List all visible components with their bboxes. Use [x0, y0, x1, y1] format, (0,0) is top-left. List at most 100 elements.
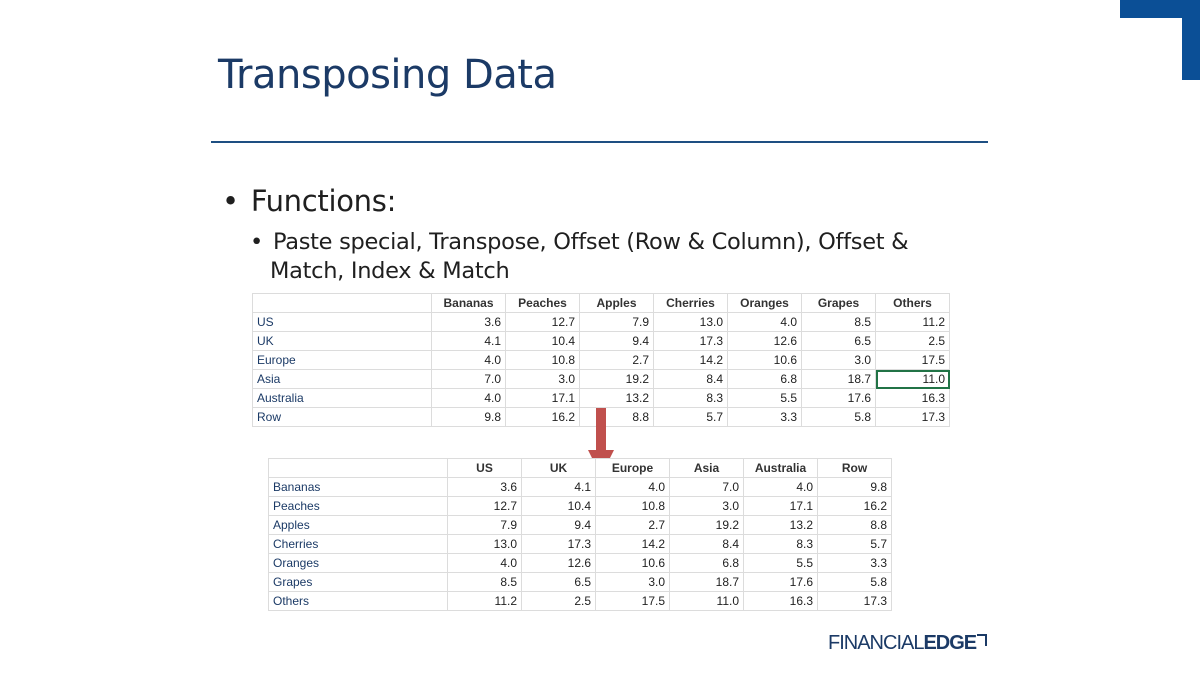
value-cell[interactable]: 13.2: [743, 515, 818, 535]
row-label-cell[interactable]: US: [252, 312, 432, 332]
value-cell[interactable]: 9.4: [579, 331, 654, 351]
row-label-cell[interactable]: Cherries: [268, 534, 448, 554]
value-cell[interactable]: 8.5: [801, 312, 876, 332]
value-cell[interactable]: 4.0: [431, 350, 506, 370]
value-cell[interactable]: 3.6: [431, 312, 506, 332]
value-cell[interactable]: 13.0: [447, 534, 522, 554]
value-cell[interactable]: 5.5: [727, 388, 802, 408]
value-cell[interactable]: 19.2: [669, 515, 744, 535]
value-cell[interactable]: 8.3: [743, 534, 818, 554]
row-label-cell[interactable]: Oranges: [268, 553, 448, 573]
value-cell[interactable]: 3.0: [595, 572, 670, 592]
column-header[interactable]: Oranges: [727, 293, 802, 313]
column-header[interactable]: Row: [817, 458, 892, 478]
value-cell[interactable]: 17.1: [505, 388, 580, 408]
value-cell[interactable]: 10.4: [505, 331, 580, 351]
value-cell[interactable]: 10.6: [595, 553, 670, 573]
value-cell[interactable]: 11.0: [875, 369, 950, 389]
column-header[interactable]: [268, 458, 448, 478]
value-cell[interactable]: 16.2: [817, 496, 892, 516]
column-header[interactable]: Apples: [579, 293, 654, 313]
row-label-cell[interactable]: UK: [252, 331, 432, 351]
value-cell[interactable]: 11.0: [669, 591, 744, 611]
column-header[interactable]: US: [447, 458, 522, 478]
value-cell[interactable]: 8.5: [447, 572, 522, 592]
value-cell[interactable]: 17.3: [653, 331, 728, 351]
value-cell[interactable]: 3.0: [669, 496, 744, 516]
value-cell[interactable]: 4.0: [595, 477, 670, 497]
row-label-cell[interactable]: Row: [252, 407, 432, 427]
value-cell[interactable]: 3.0: [801, 350, 876, 370]
value-cell[interactable]: 2.5: [521, 591, 596, 611]
value-cell[interactable]: 7.9: [447, 515, 522, 535]
value-cell[interactable]: 12.7: [505, 312, 580, 332]
value-cell[interactable]: 12.6: [727, 331, 802, 351]
value-cell[interactable]: 4.0: [743, 477, 818, 497]
value-cell[interactable]: 19.2: [579, 369, 654, 389]
value-cell[interactable]: 12.7: [447, 496, 522, 516]
value-cell[interactable]: 17.6: [743, 572, 818, 592]
value-cell[interactable]: 14.2: [595, 534, 670, 554]
value-cell[interactable]: 4.0: [431, 388, 506, 408]
value-cell[interactable]: 8.3: [653, 388, 728, 408]
value-cell[interactable]: 3.6: [447, 477, 522, 497]
row-label-cell[interactable]: Peaches: [268, 496, 448, 516]
value-cell[interactable]: 10.8: [595, 496, 670, 516]
column-header[interactable]: Grapes: [801, 293, 876, 313]
column-header[interactable]: Cherries: [653, 293, 728, 313]
value-cell[interactable]: 3.0: [505, 369, 580, 389]
value-cell[interactable]: 16.2: [505, 407, 580, 427]
value-cell[interactable]: 14.2: [653, 350, 728, 370]
row-label-cell[interactable]: Apples: [268, 515, 448, 535]
value-cell[interactable]: 8.4: [653, 369, 728, 389]
row-label-cell[interactable]: Grapes: [268, 572, 448, 592]
value-cell[interactable]: 2.5: [875, 331, 950, 351]
value-cell[interactable]: 18.7: [669, 572, 744, 592]
value-cell[interactable]: 17.5: [595, 591, 670, 611]
value-cell[interactable]: 13.2: [579, 388, 654, 408]
value-cell[interactable]: 4.1: [431, 331, 506, 351]
row-label-cell[interactable]: Others: [268, 591, 448, 611]
value-cell[interactable]: 7.0: [669, 477, 744, 497]
column-header[interactable]: UK: [521, 458, 596, 478]
value-cell[interactable]: 6.5: [801, 331, 876, 351]
value-cell[interactable]: 4.0: [727, 312, 802, 332]
value-cell[interactable]: 8.4: [669, 534, 744, 554]
column-header[interactable]: [252, 293, 432, 313]
column-header[interactable]: Peaches: [505, 293, 580, 313]
value-cell[interactable]: 17.3: [521, 534, 596, 554]
value-cell[interactable]: 10.4: [521, 496, 596, 516]
value-cell[interactable]: 4.0: [447, 553, 522, 573]
value-cell[interactable]: 8.8: [817, 515, 892, 535]
row-label-cell[interactable]: Asia: [252, 369, 432, 389]
value-cell[interactable]: 17.1: [743, 496, 818, 516]
value-cell[interactable]: 10.8: [505, 350, 580, 370]
value-cell[interactable]: 17.5: [875, 350, 950, 370]
value-cell[interactable]: 4.1: [521, 477, 596, 497]
value-cell[interactable]: 17.6: [801, 388, 876, 408]
value-cell[interactable]: 2.7: [595, 515, 670, 535]
value-cell[interactable]: 5.8: [817, 572, 892, 592]
value-cell[interactable]: 6.8: [727, 369, 802, 389]
value-cell[interactable]: 17.3: [875, 407, 950, 427]
value-cell[interactable]: 11.2: [447, 591, 522, 611]
value-cell[interactable]: 11.2: [875, 312, 950, 332]
column-header[interactable]: Asia: [669, 458, 744, 478]
value-cell[interactable]: 5.7: [653, 407, 728, 427]
value-cell[interactable]: 9.8: [431, 407, 506, 427]
value-cell[interactable]: 6.5: [521, 572, 596, 592]
value-cell[interactable]: 13.0: [653, 312, 728, 332]
value-cell[interactable]: 5.7: [817, 534, 892, 554]
value-cell[interactable]: 2.7: [579, 350, 654, 370]
value-cell[interactable]: 9.4: [521, 515, 596, 535]
row-label-cell[interactable]: Australia: [252, 388, 432, 408]
column-header[interactable]: Europe: [595, 458, 670, 478]
value-cell[interactable]: 9.8: [817, 477, 892, 497]
value-cell[interactable]: 12.6: [521, 553, 596, 573]
value-cell[interactable]: 6.8: [669, 553, 744, 573]
value-cell[interactable]: 3.3: [817, 553, 892, 573]
value-cell[interactable]: 18.7: [801, 369, 876, 389]
value-cell[interactable]: 5.5: [743, 553, 818, 573]
row-label-cell[interactable]: Europe: [252, 350, 432, 370]
value-cell[interactable]: 7.9: [579, 312, 654, 332]
